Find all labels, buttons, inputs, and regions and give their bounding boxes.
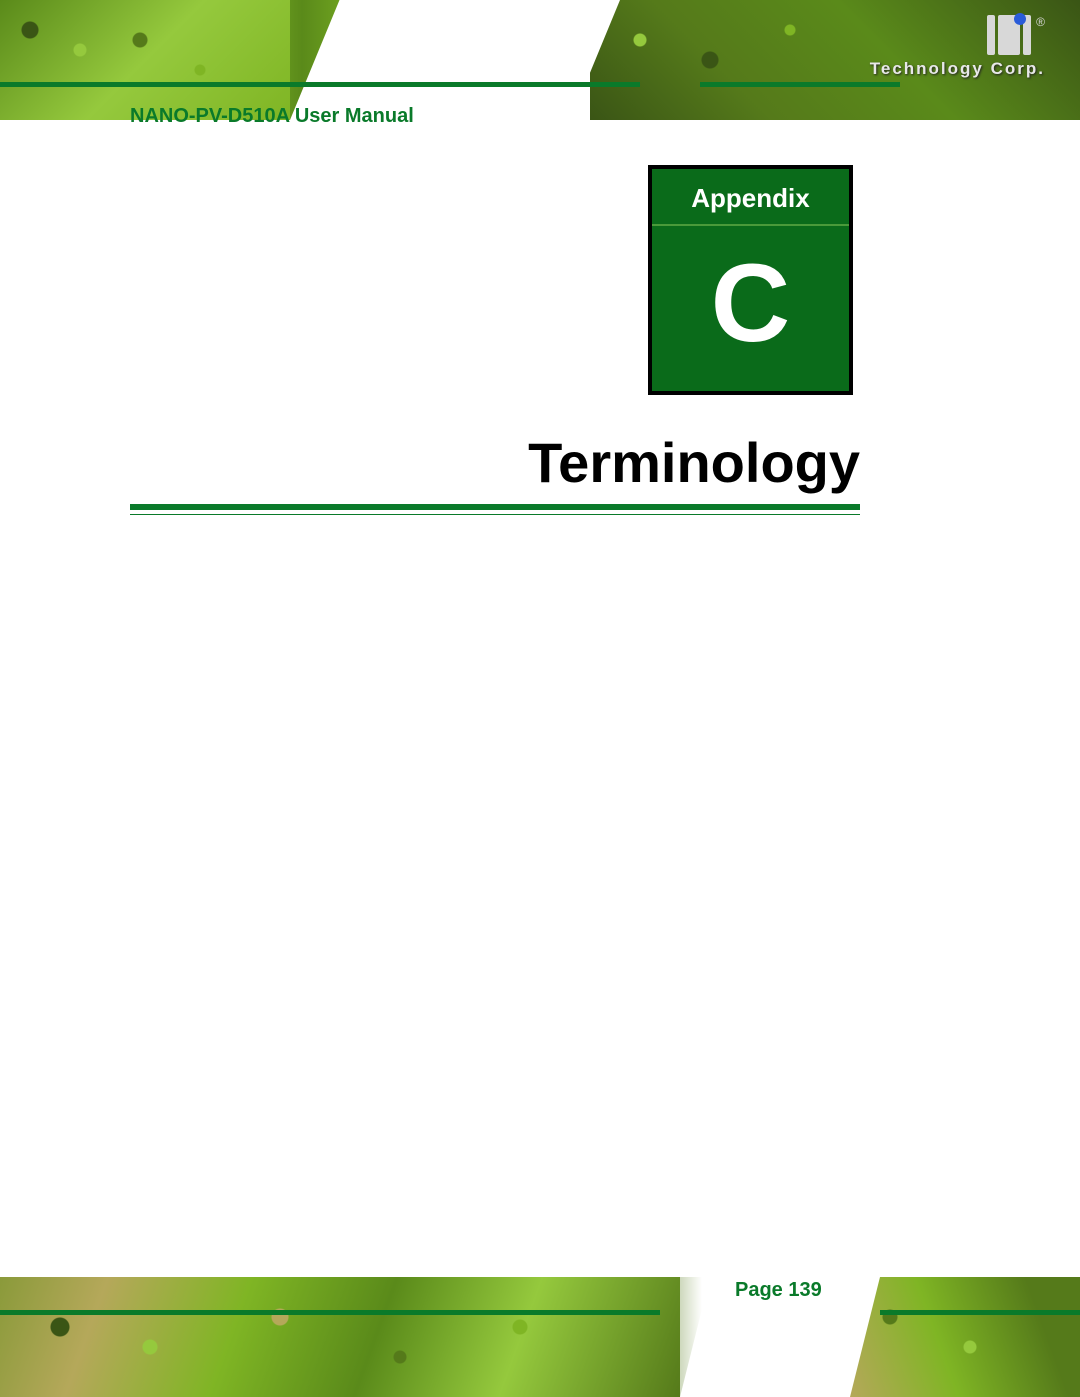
bottom-green-rule-left xyxy=(0,1310,660,1315)
bottom-green-rule-right xyxy=(880,1310,1080,1315)
appendix-badge: Appendix C xyxy=(648,165,853,395)
page-number: Page 139 xyxy=(735,1279,822,1302)
iei-logo-icon: ® xyxy=(870,15,1045,55)
title-underline-thin xyxy=(130,514,860,515)
manual-title: NANO-PV-D510A User Manual xyxy=(130,105,414,128)
top-green-rule-right xyxy=(700,82,900,87)
top-white-curve xyxy=(290,0,620,120)
appendix-label: Appendix xyxy=(652,169,849,224)
page-title: Terminology xyxy=(130,430,860,505)
top-green-rule-left xyxy=(0,82,640,87)
appendix-letter: C xyxy=(652,226,849,381)
company-name: Technology Corp. xyxy=(870,59,1045,79)
company-logo: ® Technology Corp. xyxy=(870,15,1045,79)
title-underline-thick xyxy=(130,504,860,510)
bottom-decorative-banner xyxy=(0,1277,1080,1397)
